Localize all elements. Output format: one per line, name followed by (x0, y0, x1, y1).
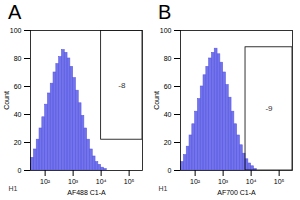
svg-text:10²: 10² (190, 178, 201, 185)
svg-text:10³: 10³ (68, 178, 79, 185)
svg-text:H1: H1 (9, 185, 18, 192)
html-text:A: A (8, 1, 22, 23)
svg-text:10⁵: 10⁵ (124, 178, 135, 185)
svg-text:AF488 C1-A: AF488 C1-A (67, 189, 106, 196)
html-text:B: B (158, 1, 172, 23)
svg-text:40: 40 (164, 111, 172, 118)
svg-text:-8: -8 (118, 81, 126, 90)
svg-text:60: 60 (164, 83, 172, 90)
svg-text:10⁴: 10⁴ (96, 178, 107, 185)
svg-text:20: 20 (164, 139, 172, 146)
svg-text:0: 0 (168, 167, 172, 174)
svg-text:Count: Count (153, 91, 160, 110)
svg-text:60: 60 (14, 83, 22, 90)
svg-text:10³: 10³ (218, 178, 229, 185)
svg-text:20: 20 (14, 139, 22, 146)
svg-text:100: 100 (10, 27, 22, 34)
svg-text:H1: H1 (159, 185, 168, 192)
svg-text:100: 100 (160, 27, 172, 34)
svg-text:10⁵: 10⁵ (274, 178, 285, 185)
svg-text:AF700 C1-A: AF700 C1-A (217, 189, 256, 196)
svg-text:Count: Count (3, 91, 10, 110)
svg-text:40: 40 (14, 111, 22, 118)
svg-text:10⁴: 10⁴ (246, 178, 257, 185)
svg-text:10²: 10² (40, 178, 51, 185)
svg-text:0: 0 (18, 167, 22, 174)
svg-text:80: 80 (164, 55, 172, 62)
svg-text:-9: -9 (265, 104, 273, 113)
svg-text:80: 80 (14, 55, 22, 62)
